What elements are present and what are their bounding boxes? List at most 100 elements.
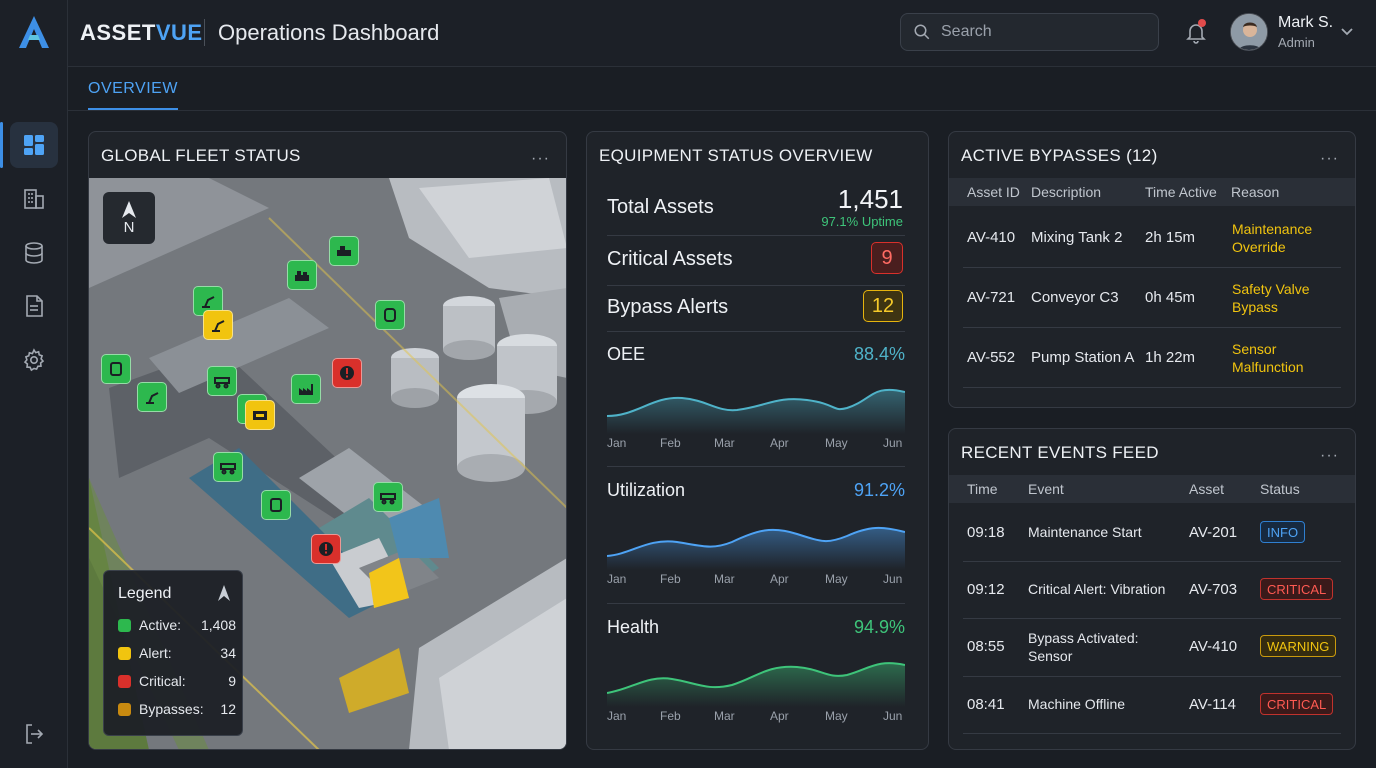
chevron-down-icon[interactable] bbox=[1340, 25, 1354, 39]
sidebar-item-settings[interactable] bbox=[10, 337, 58, 383]
column-header[interactable]: Status bbox=[1260, 481, 1300, 497]
column-header[interactable]: Time Active bbox=[1145, 184, 1217, 200]
avatar[interactable] bbox=[1230, 13, 1268, 51]
asset-marker-active[interactable] bbox=[207, 366, 237, 396]
machine-icon bbox=[295, 271, 309, 281]
event-line: Bypass Activated: bbox=[1028, 630, 1139, 646]
sidebar-item-reports[interactable] bbox=[10, 283, 58, 329]
total-assets-row: Total Assets 1,451 97.1% Uptime bbox=[607, 184, 905, 236]
asset-marker-critical[interactable] bbox=[311, 534, 341, 564]
asset-marker-active[interactable] bbox=[213, 452, 243, 482]
bypass-alerts-badge[interactable]: 12 bbox=[863, 290, 903, 322]
month-label: May bbox=[825, 436, 848, 450]
month-label: May bbox=[825, 572, 848, 586]
alert-icon bbox=[319, 542, 333, 556]
building-icon bbox=[24, 189, 44, 209]
uptime-value: 97.1% Uptime bbox=[821, 214, 903, 229]
column-header[interactable]: Asset ID bbox=[967, 184, 1020, 200]
table-row[interactable]: 09:12 Critical Alert: Vibration AV-703 C… bbox=[963, 562, 1341, 619]
event-asset: AV-114 bbox=[1189, 696, 1236, 713]
description: Pump Station A bbox=[1031, 349, 1135, 366]
asset-id: AV-721 bbox=[967, 289, 1016, 306]
legend-label: Bypasses: bbox=[139, 701, 204, 717]
compass[interactable]: N bbox=[103, 192, 155, 244]
legend-label: Critical: bbox=[139, 673, 186, 689]
active-bypasses-panel: ACTIVE BYPASSES (12) ··· Asset ID Descri… bbox=[948, 131, 1356, 408]
oee-value: 88.4% bbox=[853, 344, 905, 364]
table-row[interactable]: 09:18 Maintenance Start AV-201 INFO bbox=[963, 505, 1341, 562]
asset-marker-critical[interactable] bbox=[332, 358, 362, 388]
reason: Sensor Malfunction bbox=[1232, 340, 1304, 376]
more-options-button[interactable]: ··· bbox=[531, 150, 550, 167]
sidebar-item-buildings[interactable] bbox=[10, 176, 58, 222]
dashboard-icon bbox=[24, 135, 44, 155]
health-label: Health bbox=[607, 617, 660, 637]
event-description: Bypass Activated: Sensor bbox=[1028, 629, 1139, 665]
more-options-button[interactable]: ··· bbox=[1320, 150, 1339, 167]
health-sparkline: Health 94.9% Jan Feb Mar Apr May Jun bbox=[607, 617, 905, 745]
table-row[interactable]: AV-721 Conveyor C3 0h 45m Safety Valve By… bbox=[963, 268, 1341, 328]
legend-value: 34 bbox=[220, 645, 236, 661]
table-row[interactable]: 08:55 Bypass Activated: Sensor AV-410 WAR… bbox=[963, 619, 1341, 677]
utilization-value: 91.2% bbox=[853, 480, 905, 500]
description: Mixing Tank 2 bbox=[1031, 229, 1123, 246]
tank-icon bbox=[384, 308, 396, 322]
asset-marker-active[interactable] bbox=[373, 482, 403, 512]
tab-overview[interactable]: OVERVIEW bbox=[88, 80, 178, 110]
event-asset: AV-201 bbox=[1189, 524, 1238, 541]
sidebar-item-logout[interactable] bbox=[10, 711, 58, 757]
asset-marker-active[interactable] bbox=[375, 300, 405, 330]
critical-assets-badge[interactable]: 9 bbox=[871, 242, 903, 274]
asset-marker-active[interactable] bbox=[137, 382, 167, 412]
panel-title: ACTIVE BYPASSES (12) bbox=[961, 146, 1158, 165]
column-header[interactable]: Description bbox=[1031, 184, 1102, 200]
north-arrow-icon bbox=[218, 585, 230, 601]
health-trend-chart bbox=[607, 662, 905, 707]
status-badge: WARNING bbox=[1260, 635, 1337, 657]
bypass-alerts-row: Bypass Alerts 12 bbox=[607, 288, 905, 332]
table-row[interactable]: AV-410 Mixing Tank 2 2h 15m Maintenance O… bbox=[963, 208, 1341, 268]
sidebar-item-dashboard[interactable] bbox=[0, 122, 58, 168]
column-header[interactable]: Reason bbox=[1231, 184, 1280, 200]
notifications-button[interactable] bbox=[1184, 19, 1208, 44]
column-header[interactable]: Time bbox=[967, 481, 998, 497]
legend-value: 12 bbox=[220, 701, 236, 717]
column-header[interactable]: Asset bbox=[1189, 481, 1225, 497]
column-header[interactable]: Event bbox=[1028, 481, 1064, 497]
database-icon bbox=[25, 242, 43, 264]
alert-icon bbox=[340, 366, 354, 380]
table-row[interactable]: 08:41 Machine Offline AV-114 CRITICAL bbox=[963, 677, 1341, 734]
legend-swatch bbox=[118, 702, 131, 716]
asset-marker-alert[interactable] bbox=[245, 400, 275, 430]
asset-marker-active[interactable] bbox=[261, 490, 291, 520]
asset-marker-active[interactable] bbox=[101, 354, 131, 384]
month-label: Jun bbox=[883, 709, 903, 723]
search-box[interactable] bbox=[900, 13, 1159, 51]
more-options-button[interactable]: ··· bbox=[1320, 447, 1339, 464]
asset-marker-active[interactable] bbox=[291, 374, 321, 404]
asset-marker-active[interactable] bbox=[329, 236, 359, 266]
facility-map[interactable]: N Legend Active: 1,408 Alert: 34 Critical:… bbox=[89, 178, 566, 749]
table-row[interactable]: AV-552 Pump Station A 1h 22m Sensor Malfu… bbox=[963, 328, 1341, 388]
event-time: 08:41 bbox=[967, 696, 1005, 713]
oee-label: OEE bbox=[607, 344, 646, 364]
reason-line: Malfunction bbox=[1232, 359, 1304, 375]
utilization-sparkline: Utilization 91.2% Jan Feb Mar Apr May Ju… bbox=[607, 480, 905, 608]
search-input[interactable] bbox=[941, 23, 1131, 41]
bypass-alerts-label: Bypass Alerts bbox=[607, 296, 729, 318]
assetvue-logo-icon[interactable] bbox=[16, 14, 52, 50]
tab-bar: OVERVIEW bbox=[68, 68, 1376, 111]
asset-marker-alert[interactable] bbox=[203, 310, 233, 340]
user-role: Admin bbox=[1278, 35, 1315, 50]
user-name[interactable]: Mark S. bbox=[1278, 14, 1334, 31]
asset-marker-active[interactable] bbox=[287, 260, 317, 290]
brand-name: ASSETVUE bbox=[80, 20, 203, 45]
legend-row-alert: Alert: 34 bbox=[118, 645, 236, 661]
month-label: Apr bbox=[770, 709, 789, 723]
north-arrow-icon bbox=[122, 200, 136, 218]
event-asset: AV-703 bbox=[1189, 581, 1238, 598]
legend-swatch bbox=[118, 674, 131, 688]
status-badge: INFO bbox=[1260, 521, 1306, 543]
sidebar-item-database[interactable] bbox=[10, 230, 58, 276]
logout-icon bbox=[26, 724, 44, 744]
